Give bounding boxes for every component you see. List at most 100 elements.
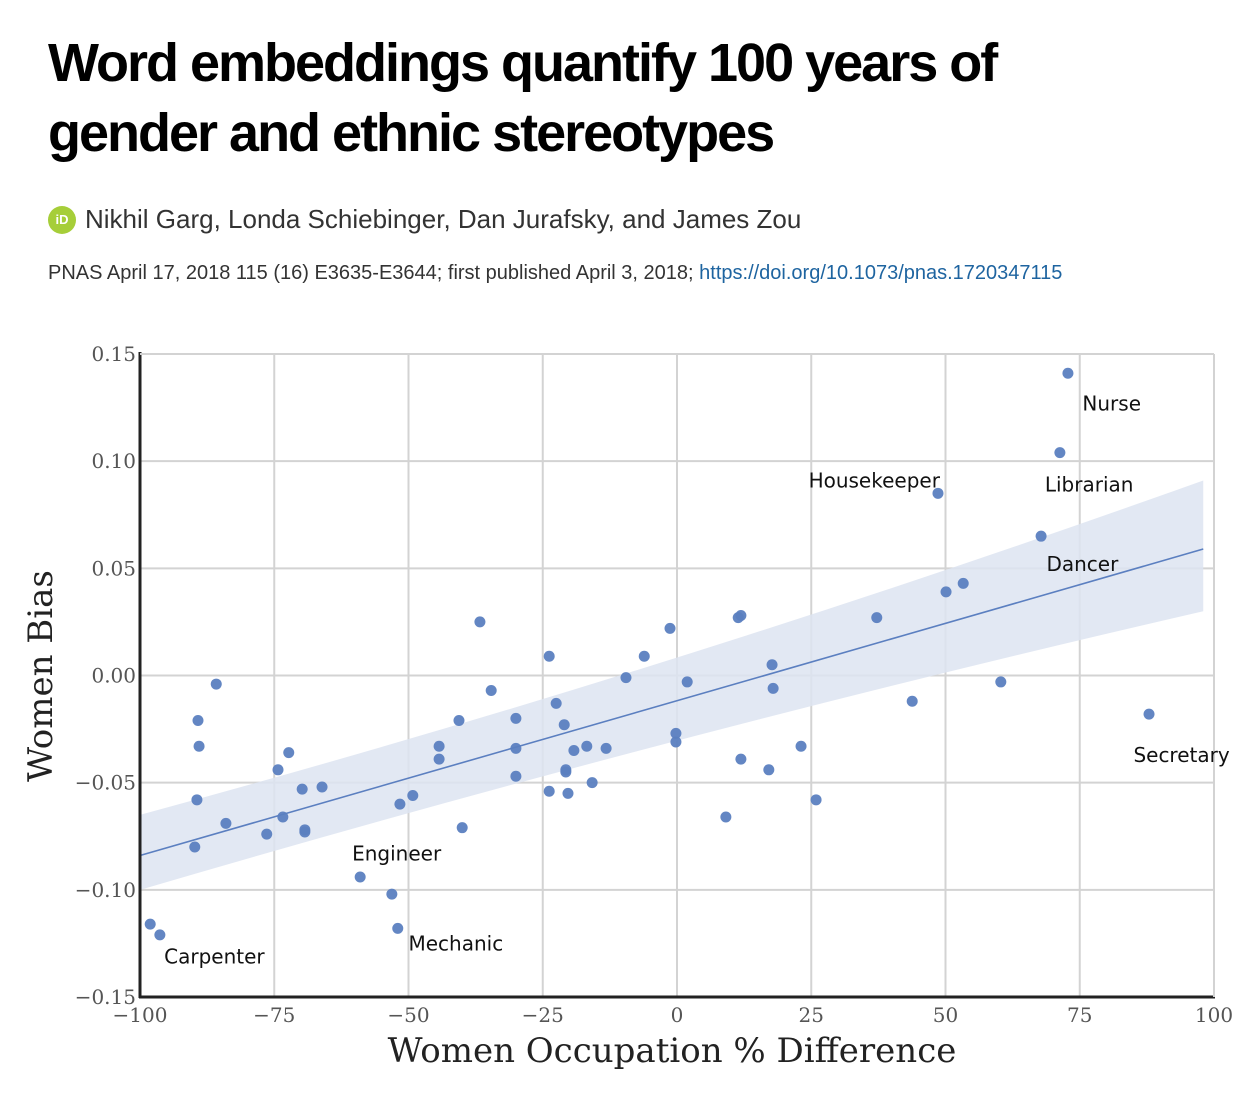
annotation-dancer: Dancer — [1046, 552, 1119, 576]
data-point — [210, 678, 222, 690]
data-point — [192, 715, 204, 727]
data-point — [193, 740, 205, 752]
data-point — [767, 682, 779, 694]
data-point — [277, 811, 289, 823]
annotation-secretary: Secretary — [1133, 743, 1229, 767]
author-list: iD Nikhil Garg, Londa Schiebinger, Dan J… — [48, 204, 801, 235]
data-point — [296, 783, 308, 795]
x-tick-label: 100 — [1195, 1003, 1233, 1027]
point-housekeeper — [932, 487, 944, 499]
data-point — [664, 622, 676, 634]
regression-line — [139, 548, 1204, 857]
data-point — [810, 794, 822, 806]
data-point — [394, 798, 406, 810]
x-tick-label: −50 — [387, 1003, 429, 1027]
x-tick-label: 0 — [671, 1003, 684, 1027]
y-tick-label: 0.15 — [91, 342, 136, 366]
annotation-nurse: Nurse — [1082, 391, 1141, 415]
point-engineer — [354, 871, 366, 883]
data-point — [670, 727, 682, 739]
point-nurse — [1062, 367, 1074, 379]
scatter-chart: −100 −75 −50 −25 0 25 50 75 100 −0.15 −0.10 −0.05 0.… — [21, 342, 1233, 1071]
data-point — [735, 753, 747, 765]
y-tick-label: 0.10 — [91, 449, 136, 473]
data-point — [154, 929, 166, 941]
x-tick-label: 75 — [1067, 1003, 1092, 1027]
data-point — [732, 612, 744, 624]
data-point — [670, 736, 682, 748]
data-point — [766, 659, 778, 671]
data-point — [581, 740, 593, 752]
data-point — [995, 676, 1007, 688]
x-tick-label: −25 — [522, 1003, 564, 1027]
annotations: Nurse Librarian Housekeeper Dancer Secretary… — [164, 391, 1230, 968]
data-point — [189, 841, 201, 853]
data-point — [871, 612, 883, 624]
x-tick-label: −75 — [253, 1003, 295, 1027]
data-point — [620, 672, 632, 684]
y-tick-label: −0.15 — [75, 985, 136, 1009]
annotation-carpenter: Carpenter — [164, 944, 265, 968]
orcid-icon[interactable]: iD — [48, 205, 76, 234]
data-point — [638, 650, 650, 662]
data-point — [510, 712, 522, 724]
data-point — [586, 777, 598, 789]
citation: PNAS April 17, 2018 115 (16) E3635-E3644… — [48, 262, 1062, 285]
data-point — [560, 766, 572, 778]
data-point — [558, 719, 570, 731]
data-point — [453, 715, 465, 727]
y-axis-label: Women Bias — [21, 570, 61, 782]
data-point — [283, 747, 295, 759]
data-point — [191, 794, 203, 806]
points-layer — [144, 367, 1155, 941]
data-point — [940, 586, 952, 598]
article-title: Word embeddings quantify 100 years of ge… — [48, 33, 998, 163]
doi-link[interactable]: https://doi.org/10.1073/pnas.1720347115 — [699, 262, 1063, 284]
authors-text[interactable]: Nikhil Garg, Londa Schiebinger, Dan Jura… — [85, 204, 802, 234]
data-point — [433, 740, 445, 752]
data-point — [261, 828, 273, 840]
axes — [138, 352, 1215, 999]
confidence-band-layer — [139, 480, 1204, 890]
data-point — [316, 781, 328, 793]
point-librarian — [1054, 447, 1066, 459]
data-point — [550, 697, 562, 709]
annotation-mechanic: Mechanic — [409, 931, 504, 955]
data-point — [510, 742, 522, 754]
data-point — [433, 753, 445, 765]
data-point — [510, 770, 522, 782]
annotation-housekeeper: Housekeeper — [809, 468, 941, 492]
annotation-engineer: Engineer — [352, 841, 442, 865]
data-point — [543, 785, 555, 797]
data-point — [543, 650, 555, 662]
data-point — [272, 764, 284, 776]
data-point — [456, 822, 468, 834]
data-point — [407, 790, 419, 802]
y-tick-label: 0.00 — [91, 664, 136, 688]
y-tick-label: −0.05 — [75, 771, 136, 795]
y-tick-label: −0.10 — [75, 878, 136, 902]
data-point — [795, 740, 807, 752]
data-point — [220, 817, 232, 829]
data-point — [906, 695, 918, 707]
x-tick-label: −100 — [113, 1003, 168, 1027]
data-point — [568, 745, 580, 757]
data-point — [957, 577, 969, 589]
x-tick-label: 25 — [799, 1003, 824, 1027]
point-dancer — [1035, 530, 1047, 542]
tick-labels: −100 −75 −50 −25 0 25 50 75 100 −0.15 −0.10 −0.05 0.… — [75, 342, 1233, 1027]
point-mechanic — [392, 922, 404, 934]
point-carpenter — [144, 918, 156, 930]
x-tick-label: 50 — [933, 1003, 958, 1027]
data-point — [299, 826, 311, 838]
annotation-librarian: Librarian — [1045, 473, 1134, 497]
data-point — [720, 811, 732, 823]
data-point — [474, 616, 486, 628]
citation-text: PNAS April 17, 2018 115 (16) E3635-E3644… — [48, 262, 700, 284]
data-point — [600, 742, 612, 754]
x-axis-label: Women Occupation % Difference — [388, 1031, 957, 1071]
data-point — [386, 888, 398, 900]
confidence-band — [140, 480, 1204, 890]
data-point — [681, 676, 693, 688]
data-point — [763, 764, 775, 776]
